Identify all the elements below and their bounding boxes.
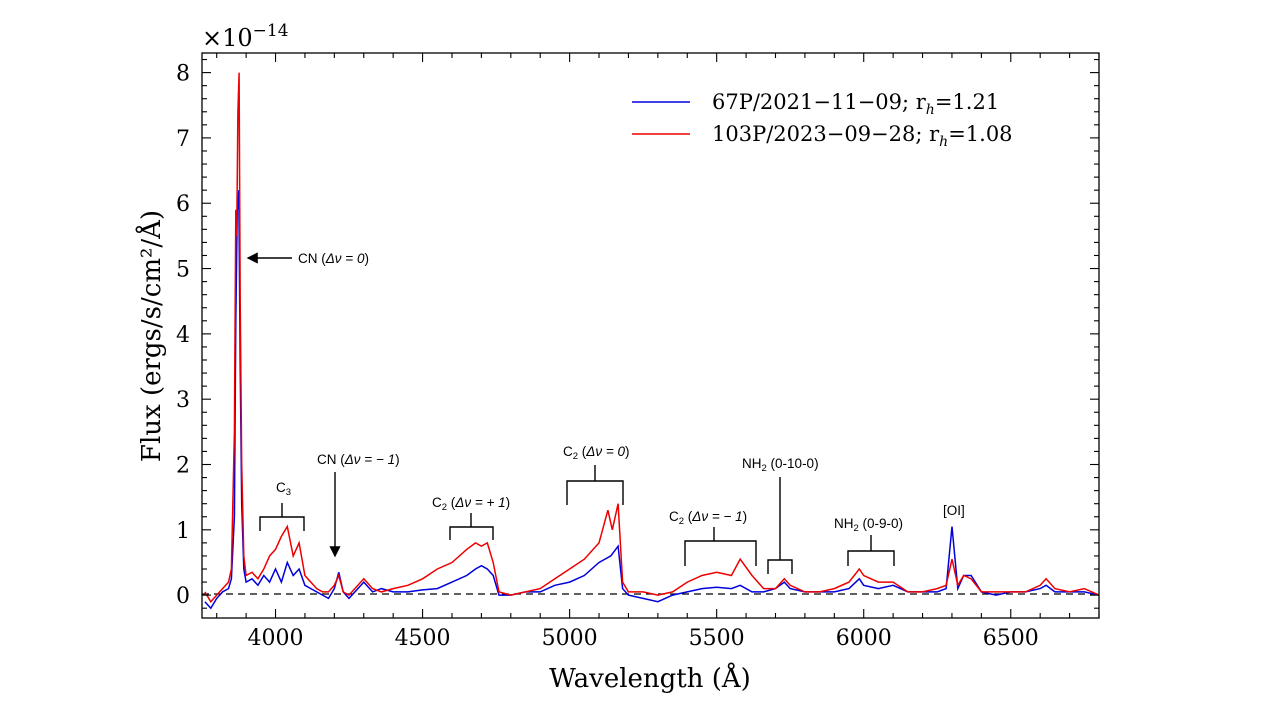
annotation-labels: CN (Δν = 0) C3 CN (Δν = − 1) C2 (Δν = + … (276, 251, 965, 534)
y-tick-label: 7 (176, 127, 190, 152)
c2p1-bracket (449, 513, 494, 540)
plot-frame (201, 52, 1100, 619)
c3-label: C3 (276, 480, 291, 498)
cnm1-label: CN (Δν = − 1) (317, 452, 400, 467)
x-tick-label: 5000 (542, 626, 598, 651)
nh2b-bracket (847, 535, 895, 566)
c2z-bracket (566, 465, 624, 505)
x-tick-label: 5500 (689, 626, 745, 651)
y-tick-label: 8 (176, 62, 190, 87)
series-line-103p (204, 72, 1099, 603)
y-tick-labels: 0 1 2 3 4 5 6 7 8 (176, 62, 190, 610)
c3-bracket (259, 503, 305, 531)
y-tick-label: 3 (176, 388, 190, 413)
legend-label-103p: 103P/2023−09−28; rh=1.08 (712, 122, 1013, 150)
x-tick-labels: 4000 4500 5000 5500 6000 6500 (248, 626, 1039, 651)
x-tick-label: 4000 (248, 626, 304, 651)
y-tick-label: 5 (176, 258, 190, 283)
legend-label-67p: 67P/2021−11−09; rh=1.21 (712, 90, 999, 118)
y-tick-label: 2 (176, 454, 190, 479)
c2m1-bracket (684, 527, 757, 566)
legend: 67P/2021−11−09; rh=1.21 103P/2023−09−28;… (632, 90, 1013, 150)
y-tick-label: 6 (176, 192, 190, 217)
x-tick-label: 4500 (395, 626, 451, 651)
cn0-label: CN (Δν = 0) (298, 251, 369, 266)
y-tick-label: 0 (176, 584, 190, 609)
nh2a-bracket (767, 477, 793, 574)
y-tick-label: 4 (176, 323, 190, 348)
oi-label: [OI] (943, 503, 965, 518)
x-axis-label: Wavelength (Å) (549, 662, 751, 694)
y-multiplier: ×10−14 (202, 21, 289, 52)
nh2b-label: NH2 (0-9-0) (834, 516, 903, 534)
c2p1-label: C2 (Δν = + 1) (432, 495, 510, 513)
nh2a-label: NH2 (0-10-0) (742, 456, 819, 474)
x-tick-label: 6500 (983, 626, 1039, 651)
c2z-label: C2 (Δν = 0) (563, 444, 630, 462)
annotations (246, 252, 895, 574)
c2m1-label: C2 (Δν = − 1) (669, 509, 747, 527)
x-tick-label: 6000 (836, 626, 892, 651)
y-axis-label: Flux (ergs/s/cm²/Å) (135, 210, 167, 462)
axis-ticks (202, 53, 1100, 618)
y-tick-label: 1 (176, 519, 190, 544)
